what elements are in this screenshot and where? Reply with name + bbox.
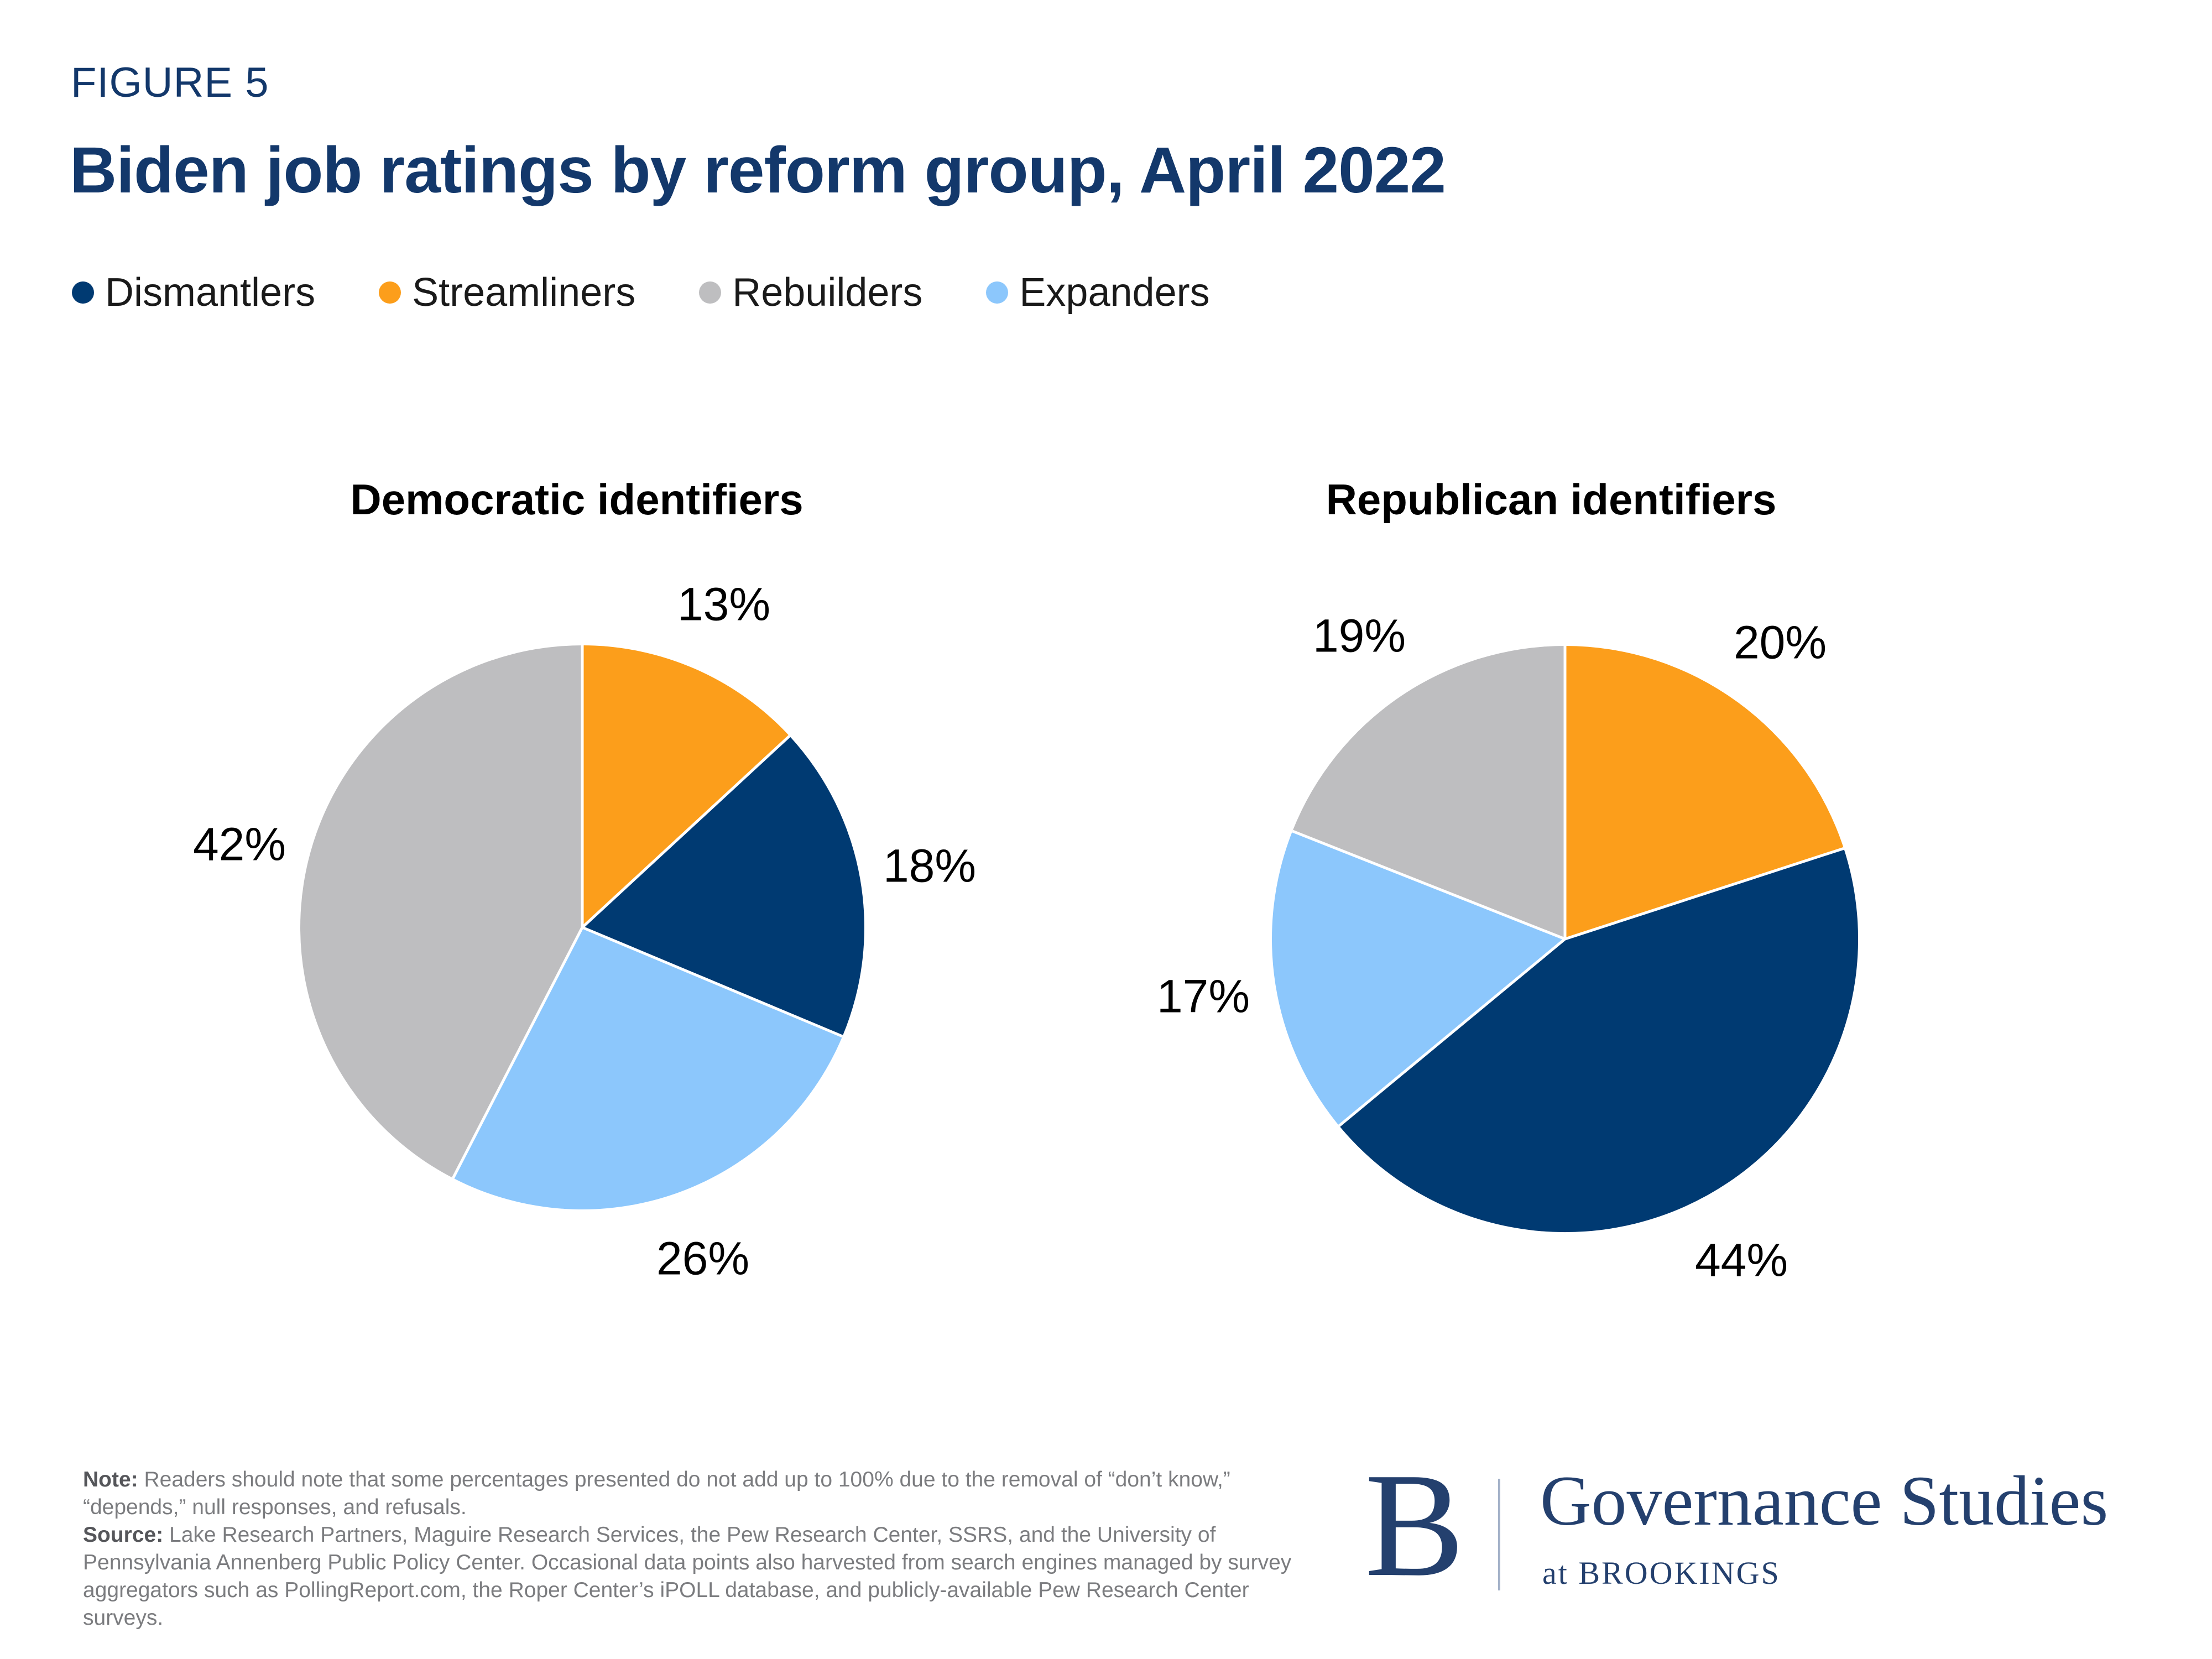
slice-separator (581, 735, 791, 928)
pie-svg (1271, 646, 1859, 1233)
slice-label-streamliners: 13% (677, 578, 771, 630)
pie-chart-democratic: 13% 18% 26% 42% (192, 540, 976, 1314)
legend-label-expanders: Expanders (1019, 270, 1210, 315)
footer-note: Note: Readers should note that some perc… (83, 1466, 1305, 1632)
at-brookings-tagline: at BROOKINGS (1542, 1555, 1781, 1591)
slice-dismantlers (582, 736, 864, 1036)
logo-divider (1498, 1479, 1500, 1590)
slice-rebuilders (1292, 646, 1565, 939)
legend-label-rebuilders: Rebuilders (732, 270, 923, 315)
legend-label-streamliners: Streamliners (412, 270, 636, 315)
slice-dismantlers (1339, 848, 1859, 1233)
note-label: Note: (83, 1468, 138, 1491)
slice-separator (1564, 847, 1844, 941)
slice-label-dismantlers: 18% (883, 839, 977, 892)
legend: Dismantlers Streamliners Rebuilders Expande… (72, 270, 1210, 315)
slice-label-expanders: 26% (656, 1232, 750, 1285)
legend-label-dismantlers: Dismantlers (105, 270, 316, 315)
slice-expanders (453, 927, 843, 1209)
slice-label-streamliners: 20% (1733, 616, 1827, 669)
slice-expanders (1271, 831, 1565, 1126)
slice-label-rebuilders: 19% (1312, 609, 1406, 662)
chart-title-democratic: Democratic identifiers (350, 475, 804, 524)
legend-dot-dismantlers (72, 281, 94, 304)
legend-dot-rebuilders (699, 281, 722, 304)
legend-item-expanders: Expanders (986, 270, 1210, 315)
legend-item-dismantlers: Dismantlers (72, 270, 315, 315)
pie-svg (300, 645, 864, 1209)
legend-dot-expanders (986, 281, 1009, 304)
slice-streamliners (1565, 646, 1844, 939)
source-text: Lake Research Partners, Maguire Research… (83, 1523, 1292, 1630)
chart-title-republican: Republican identifiers (1326, 475, 1777, 524)
slice-label-rebuilders: 42% (192, 818, 286, 870)
slice-separator (1292, 830, 1566, 941)
legend-dot-streamliners (379, 281, 401, 304)
slice-rebuilders (300, 645, 582, 1178)
slice-label-dismantlers: 44% (1694, 1234, 1788, 1286)
slice-label-expanders: 17% (1156, 970, 1250, 1022)
note-text: Readers should note that some percentage… (83, 1468, 1230, 1519)
slice-separator (582, 926, 843, 1038)
slice-separator (1338, 938, 1566, 1127)
governance-studies-wordmark: Governance Studies (1540, 1462, 2109, 1540)
brookings-monogram-logo: B (1365, 1442, 1465, 1608)
figure-label: FIGURE 5 (71, 59, 269, 106)
slice-separator (452, 926, 584, 1179)
page-title: Biden job ratings by reform group, April… (70, 134, 1446, 207)
slice-streamliners (582, 645, 790, 927)
pie-chart-republican: 20% 44% 17% 19% (1157, 552, 1952, 1326)
legend-item-rebuilders: Rebuilders (699, 270, 922, 315)
legend-item-streamliners: Streamliners (379, 270, 635, 315)
source-label: Source: (83, 1523, 164, 1547)
